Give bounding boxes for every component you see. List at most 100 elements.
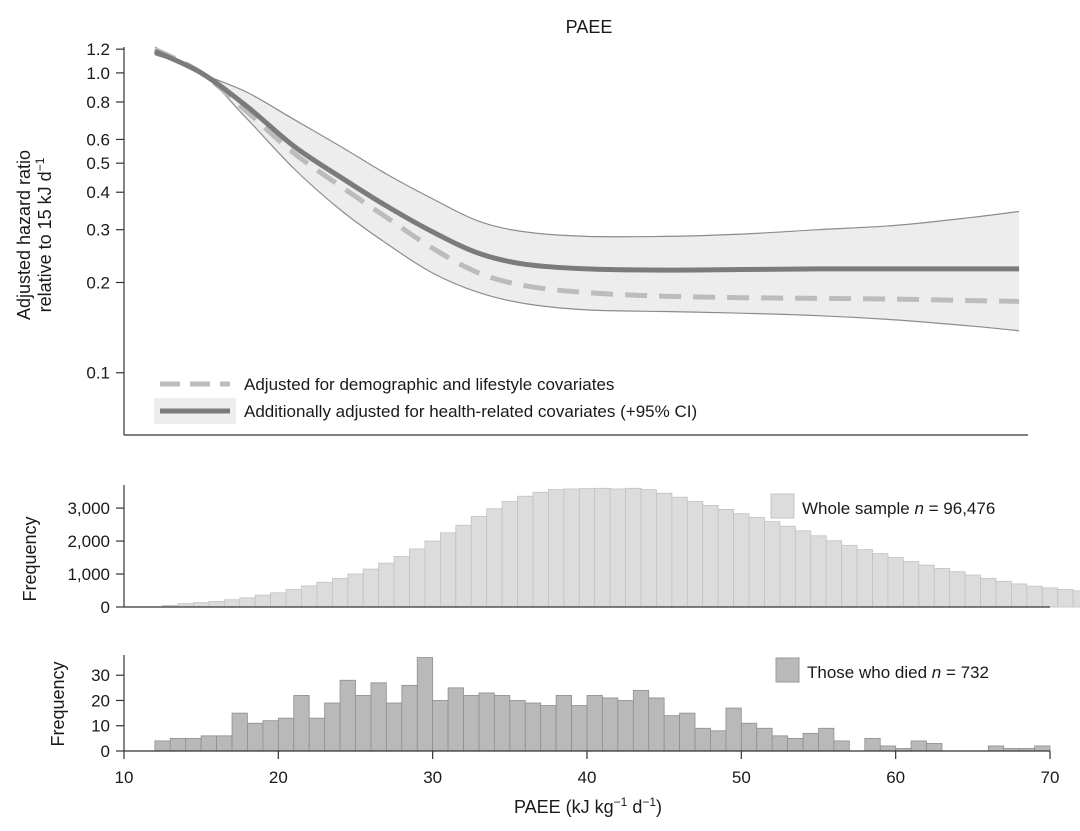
histogram-bar bbox=[239, 597, 256, 608]
histogram-bar bbox=[193, 602, 210, 608]
histogram-bar bbox=[740, 722, 758, 752]
ci-lower-line bbox=[154, 54, 1020, 332]
d-legend-label: Those who died bbox=[807, 663, 932, 682]
d-y-label: Frequency bbox=[48, 661, 68, 746]
x-label-sup1: −1 bbox=[614, 795, 628, 809]
histogram-bar bbox=[463, 695, 480, 752]
histogram-bar bbox=[478, 692, 495, 752]
histogram-bar bbox=[486, 508, 503, 608]
histogram-bar bbox=[540, 705, 557, 752]
histogram-bar bbox=[208, 600, 225, 608]
histogram-bar bbox=[802, 732, 819, 752]
hr-y-label-sup: −1 bbox=[33, 157, 47, 171]
histogram-bar bbox=[316, 581, 333, 608]
histogram-bar bbox=[717, 508, 735, 608]
d-legend-value: = 732 bbox=[941, 663, 989, 682]
histogram-bar bbox=[324, 702, 341, 752]
histogram-bar bbox=[331, 577, 349, 608]
y-tick-label: 0.4 bbox=[86, 183, 110, 202]
ws-legend-n: n bbox=[914, 499, 923, 518]
d-legend-swatch bbox=[775, 657, 800, 683]
ws-y-label: Frequency bbox=[20, 516, 40, 601]
y-tick-label: 10 bbox=[91, 717, 110, 736]
histogram-bar bbox=[154, 740, 171, 752]
histogram-bar bbox=[308, 717, 326, 752]
hr-legend: Adjusted for demographic and lifestyle c… bbox=[154, 375, 697, 424]
x-label-end: ) bbox=[656, 797, 662, 817]
histogram-bar bbox=[640, 489, 657, 608]
histogram-bar bbox=[571, 705, 588, 752]
x-label-main: PAEE (kJ kg bbox=[514, 797, 614, 817]
histogram-bar bbox=[169, 737, 187, 752]
hr-y-label-line1: Adjusted hazard ratio bbox=[14, 150, 34, 320]
hr-y-label-line2: relative to 15 kJ d bbox=[35, 171, 55, 312]
histogram-bar bbox=[609, 488, 626, 608]
histogram-bar bbox=[409, 548, 426, 608]
ws-y-ticks: 0 1,000 2,000 3,000 bbox=[67, 499, 124, 617]
ws-legend-label: Whole sample bbox=[802, 499, 914, 518]
histogram-bar bbox=[933, 568, 951, 608]
histogram-bar bbox=[362, 568, 380, 608]
histogram-bar bbox=[1026, 585, 1043, 608]
histogram-bar bbox=[285, 589, 302, 608]
whole-sample-histogram: 0 1,000 2,000 3,000 Frequency Whole sample … bbox=[20, 485, 1080, 617]
histogram-bar bbox=[756, 727, 773, 752]
y-tick-label: 0.8 bbox=[86, 93, 110, 112]
histogram-bar bbox=[524, 702, 542, 752]
histogram-bar bbox=[887, 557, 904, 608]
histogram-bar bbox=[694, 727, 711, 752]
histogram-bar bbox=[748, 516, 765, 608]
y-tick-label: 0 bbox=[101, 598, 110, 617]
histogram-bar bbox=[648, 697, 665, 752]
histogram-bar bbox=[856, 549, 873, 608]
histogram-bar bbox=[347, 573, 364, 608]
histogram-bar bbox=[764, 521, 781, 608]
ws-legend-text: Whole sample n = 96,476 bbox=[802, 499, 995, 518]
histogram-bar bbox=[794, 530, 812, 608]
histogram-bar bbox=[223, 599, 241, 608]
histogram-bar bbox=[1011, 583, 1028, 608]
histogram-bar bbox=[987, 745, 1005, 752]
y-tick-label: 0.5 bbox=[86, 154, 110, 173]
x-label-sup2: −1 bbox=[642, 795, 656, 809]
x-axis-label: PAEE (kJ kg−1 d−1) bbox=[514, 795, 662, 817]
histogram-bar bbox=[493, 695, 511, 752]
histogram-bar bbox=[771, 735, 789, 752]
histogram-bar bbox=[964, 574, 981, 608]
histogram-bar bbox=[632, 689, 650, 752]
ci-band bbox=[154, 47, 1020, 331]
histogram-bar bbox=[216, 735, 233, 752]
d-legend-n: n bbox=[932, 663, 941, 682]
ci-band-group bbox=[154, 46, 1020, 332]
series-solid-line bbox=[153, 49, 1020, 273]
histogram-bar bbox=[980, 577, 997, 608]
histogram-bar bbox=[385, 702, 403, 752]
histogram-bar bbox=[393, 556, 410, 608]
histogram-bar bbox=[548, 489, 565, 608]
d-x-ticks: 10 20 30 40 50 60 70 bbox=[115, 751, 1059, 787]
histogram-bar bbox=[779, 525, 796, 608]
histogram-bar bbox=[578, 488, 596, 608]
histogram-bar bbox=[902, 561, 920, 608]
histogram-bar bbox=[563, 488, 580, 608]
histogram-bar bbox=[594, 487, 611, 608]
legend-label-solid: Additionally adjusted for health-related… bbox=[244, 402, 697, 421]
x-tick-label: 10 bbox=[115, 768, 134, 787]
ws-legend-value: = 96,476 bbox=[924, 499, 995, 518]
histogram-bar bbox=[810, 535, 827, 608]
histogram-bar bbox=[262, 720, 279, 752]
y-tick-label: 20 bbox=[91, 691, 110, 710]
y-tick-label: 1.2 bbox=[86, 40, 110, 59]
histogram-bar bbox=[586, 695, 603, 752]
histogram-bar bbox=[532, 491, 549, 608]
y-tick-label: 3,000 bbox=[67, 499, 110, 518]
x-tick-label: 30 bbox=[423, 768, 442, 787]
histogram-bar bbox=[339, 679, 356, 752]
histogram-bar bbox=[918, 564, 935, 608]
histogram-bar bbox=[470, 515, 488, 608]
histogram-bar bbox=[355, 695, 372, 752]
histogram-bar bbox=[401, 684, 418, 752]
histogram-bar bbox=[787, 737, 804, 752]
legend-label-dashed: Adjusted for demographic and lifestyle c… bbox=[244, 375, 614, 394]
